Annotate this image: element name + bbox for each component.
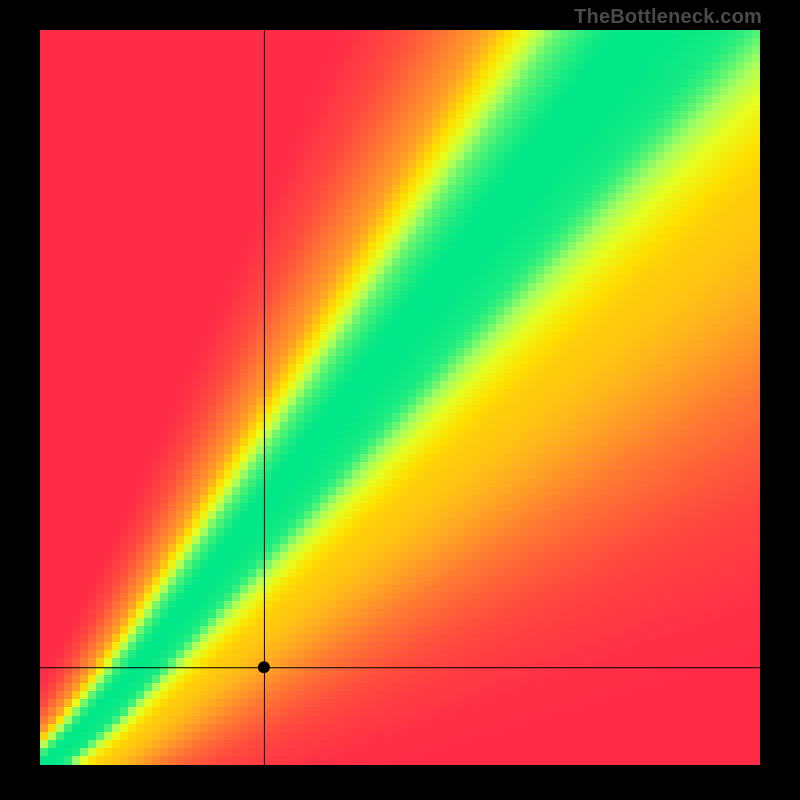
watermark-text: TheBottleneck.com [574,6,762,29]
heatmap-plot [40,30,760,765]
